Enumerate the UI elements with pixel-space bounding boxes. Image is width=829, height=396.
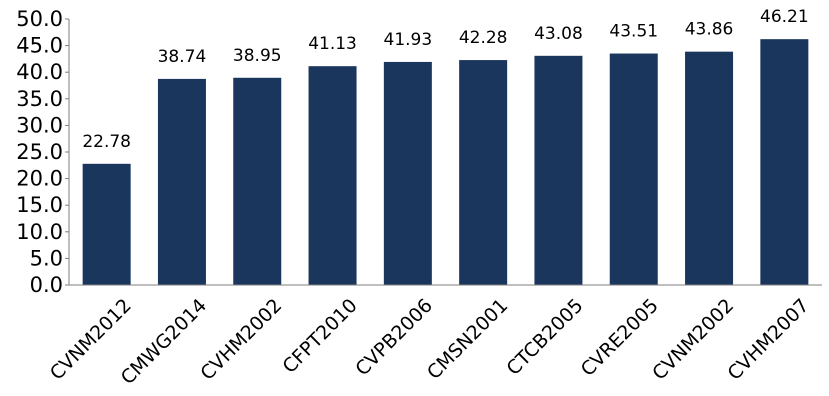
data-label: 38.74 <box>158 47 207 67</box>
bar-cmwg2014 <box>157 78 206 285</box>
bar-cvpb2006 <box>383 61 432 285</box>
y-tick-label: 40.0 <box>16 60 63 84</box>
y-tick-label: 30.0 <box>16 113 63 137</box>
bar-ctcb2005 <box>534 55 583 286</box>
y-tick-label: 50.0 <box>16 7 63 31</box>
x-tick-label: CVHM2007 <box>723 295 813 385</box>
bar-cvre2005 <box>609 53 658 286</box>
data-label: 43.08 <box>534 24 583 44</box>
value-labels-group: 22.78 38.74 38.95 41.13 41.93 42.28 43.08 43.51… <box>82 7 808 152</box>
x-tick-label: CVHM2002 <box>196 295 286 385</box>
data-label: 42.28 <box>459 28 508 48</box>
data-label: 38.95 <box>233 46 282 66</box>
y-tick-label: 10.0 <box>16 220 63 244</box>
category-labels-group: CVNM2012CMWG2014CVHM2002CFPT2010CVPB2006… <box>46 295 814 389</box>
y-tick-label: 5.0 <box>30 246 63 270</box>
y-tick-label: 0.0 <box>30 273 63 297</box>
y-tick-label: 35.0 <box>16 87 63 111</box>
bar-cvhm2007 <box>760 39 809 286</box>
y-tick-label: 45.0 <box>16 34 63 58</box>
bar-cmsn2001 <box>459 60 508 285</box>
x-tick-label: CMSN2001 <box>423 295 512 384</box>
bar-cvnm2002 <box>685 51 734 286</box>
x-tick-label: CTCB2005 <box>502 295 587 380</box>
bar-cvhm2002 <box>233 77 282 285</box>
data-label: 41.13 <box>308 34 357 54</box>
y-tick-label: 25.0 <box>16 140 63 164</box>
data-label: 41.93 <box>384 30 433 50</box>
bar-cfpt2010 <box>308 66 357 285</box>
y-axis-ticks: 0.0 5.010.0 15.020.0 25.0 30.035.0 40.045.0 50… <box>16 7 69 297</box>
data-label: 46.21 <box>760 7 809 27</box>
x-tick-label: CFPT2010 <box>279 295 362 378</box>
bars-group <box>82 39 809 286</box>
y-tick-label: 15.0 <box>16 193 63 217</box>
y-tick-label: 20.0 <box>16 167 63 191</box>
bar-cvnm2012 <box>82 163 131 285</box>
data-label: 43.51 <box>609 22 658 42</box>
data-label: 22.78 <box>82 132 131 152</box>
data-label: 43.86 <box>685 20 734 40</box>
